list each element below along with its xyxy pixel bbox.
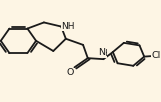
Text: N: N bbox=[98, 48, 105, 57]
Text: NH: NH bbox=[62, 22, 75, 30]
Text: O: O bbox=[67, 68, 74, 77]
Text: Cl: Cl bbox=[152, 51, 161, 60]
Text: H: H bbox=[101, 49, 107, 58]
